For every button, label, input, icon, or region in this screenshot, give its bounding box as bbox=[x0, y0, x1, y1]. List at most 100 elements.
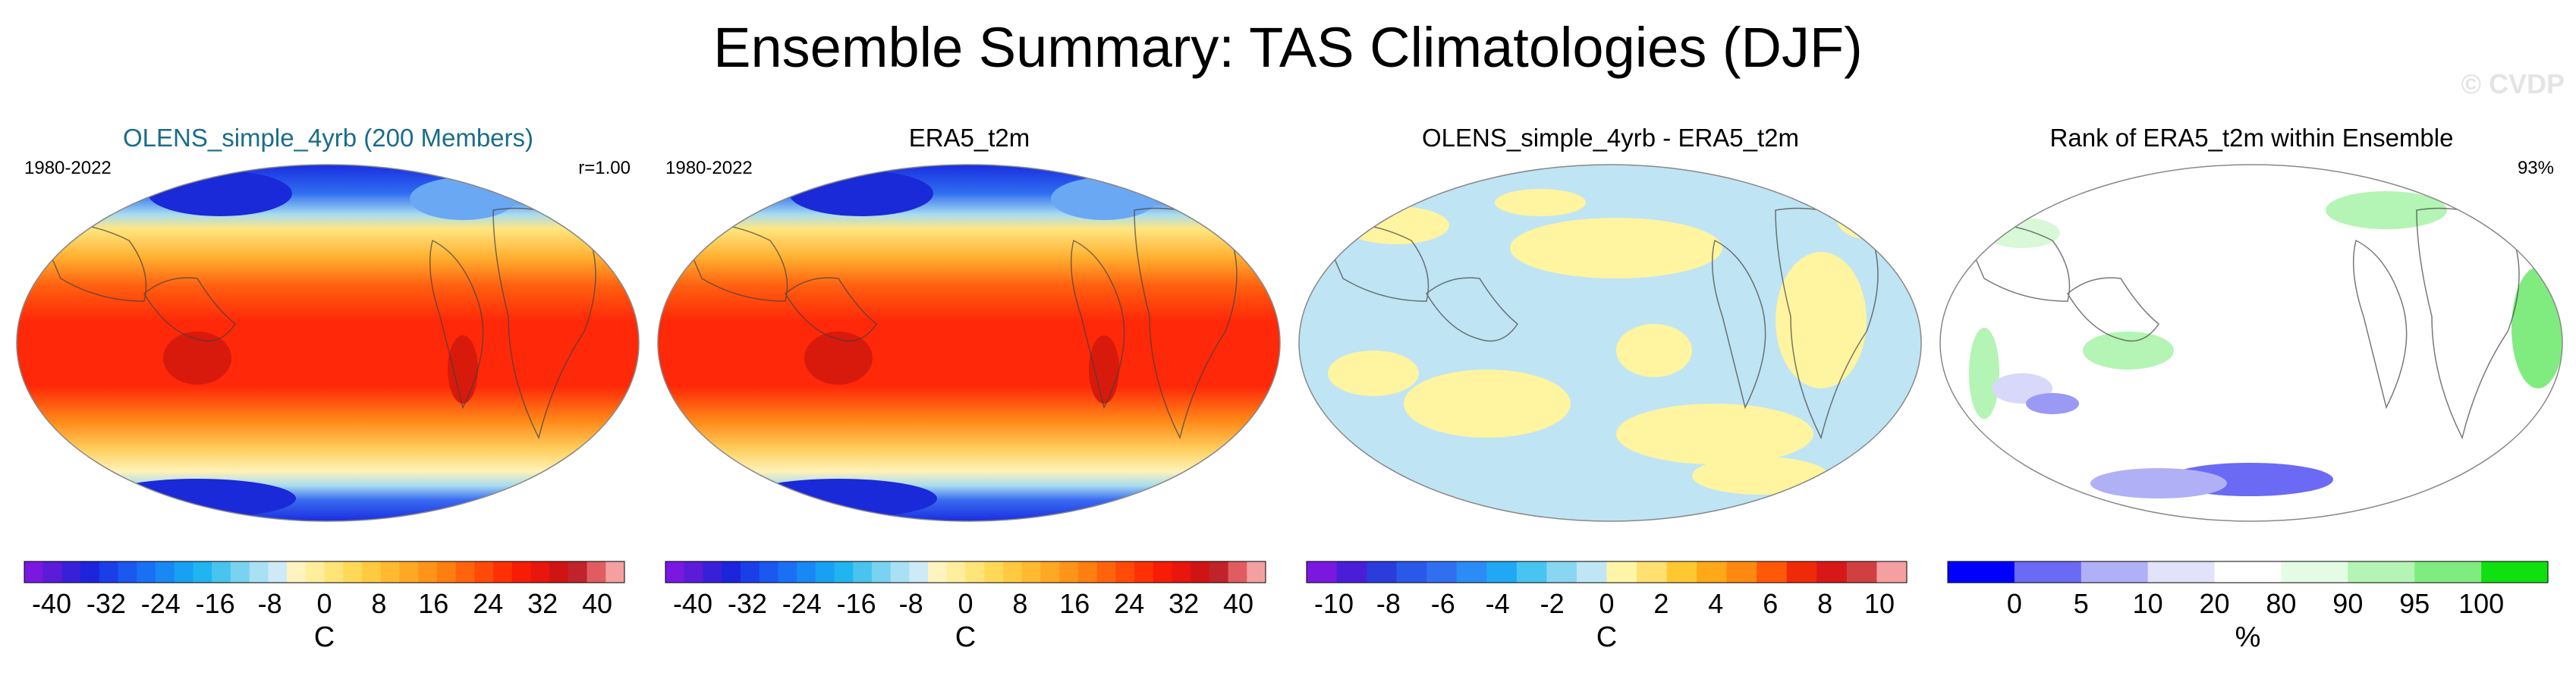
high-rank-region bbox=[1969, 328, 1999, 419]
colorbar-tick-label: 32 bbox=[1168, 588, 1199, 619]
colorbar-swatch bbox=[890, 561, 910, 583]
colorbar-swatch bbox=[703, 561, 722, 583]
panel-difference: OLENS_simple_4yrb - ERA5_t2m -10 -8 -6 -4 -2… bbox=[1290, 114, 1931, 675]
colorbar-tick-label: 24 bbox=[473, 588, 503, 619]
colorbar-swatch bbox=[1546, 561, 1577, 583]
colorbar-swatch bbox=[587, 561, 606, 583]
colorbar-outline bbox=[24, 561, 625, 583]
positive-difference-region bbox=[1404, 369, 1571, 438]
colorbar-swatch bbox=[530, 561, 550, 583]
colorbar-swatch bbox=[1606, 561, 1637, 583]
colorbar-tick-label: 0 bbox=[316, 588, 332, 619]
colorbar-tick-label: -4 bbox=[1486, 588, 1510, 619]
colorbar-unit-label: C bbox=[955, 621, 976, 653]
colorbar-swatch bbox=[230, 561, 250, 583]
colorbar-swatch bbox=[740, 561, 760, 583]
colorbar-outline bbox=[665, 561, 1266, 583]
temperature-colorbar: -40 -32 -24 -16 -8 0 8 16 24 32 40 C bbox=[665, 561, 1266, 653]
colorbar-tick-label: 16 bbox=[1059, 588, 1090, 619]
colorbar-swatch bbox=[684, 561, 703, 583]
colorbar-swatch bbox=[61, 561, 81, 583]
colorbar-tick-label: 90 bbox=[2332, 588, 2363, 619]
colorbar-tick-label: -10 bbox=[1314, 588, 1354, 619]
south-america-hot-region bbox=[1089, 335, 1119, 404]
coastlines bbox=[1319, 207, 1879, 440]
colorbar-tick-label: 40 bbox=[1223, 588, 1253, 619]
colorbar-tick-label: 8 bbox=[1012, 588, 1027, 619]
colorbar-tick-label: 80 bbox=[2266, 588, 2296, 619]
colorbar-swatch bbox=[1786, 561, 1817, 583]
colorbar-swatch bbox=[137, 561, 156, 583]
colorbar-tick-label: 100 bbox=[2458, 588, 2504, 619]
colorbar-swatch bbox=[24, 561, 44, 583]
panel-title: OLENS_simple_4yrb (200 Members) bbox=[122, 124, 534, 152]
colorbar-swatch bbox=[380, 561, 400, 583]
colorbar-tick-label: 2 bbox=[1653, 588, 1669, 619]
colorbar-swatch bbox=[1697, 561, 1728, 583]
colorbar-tick-label: 6 bbox=[1763, 588, 1778, 619]
australia-hot-region bbox=[163, 332, 231, 385]
colorbar-tick-label: 0 bbox=[1599, 588, 1614, 619]
colorbar-swatch bbox=[834, 561, 854, 583]
colorbar-swatch bbox=[1396, 561, 1427, 583]
colorbar-swatch bbox=[1059, 561, 1079, 583]
colorbar-tick-label: -8 bbox=[1376, 588, 1401, 619]
panel-ensemble-mean: OLENS_simple_4yrb (200 Members) 1980-202… bbox=[8, 114, 649, 675]
map-border bbox=[1298, 164, 1922, 522]
positive-difference-region bbox=[1836, 197, 1897, 239]
colorbar-swatch bbox=[946, 561, 966, 583]
panel-period-label: 1980-2022 bbox=[665, 158, 753, 178]
colorbar-swatch bbox=[2481, 561, 2549, 583]
era5-map bbox=[657, 164, 1281, 522]
colorbar-swatch bbox=[492, 561, 513, 583]
colorbar-swatch bbox=[436, 561, 457, 583]
positive-difference-region bbox=[1616, 324, 1692, 377]
antarctic-cold-region bbox=[99, 479, 296, 518]
colorbar-swatch bbox=[511, 561, 531, 583]
colorbar-swatch bbox=[1336, 561, 1367, 583]
colorbar-swatch bbox=[1816, 561, 1848, 583]
colorbar-outline bbox=[1306, 561, 1908, 583]
colorbar-swatch bbox=[1209, 561, 1229, 583]
colorbar-outline bbox=[1947, 561, 2549, 583]
colorbar-swatch bbox=[1040, 561, 1060, 583]
figure-title: Ensemble Summary: TAS Climatologies (DJF… bbox=[713, 16, 1863, 79]
colorbar-tick-label: -8 bbox=[258, 588, 282, 619]
colorbar-swatch bbox=[2414, 561, 2482, 583]
panel-title: Rank of ERA5_t2m within Ensemble bbox=[2049, 124, 2454, 152]
colorbar-tick-label: 16 bbox=[418, 588, 448, 619]
colorbar-swatch bbox=[1190, 561, 1210, 583]
colorbar-swatch bbox=[2348, 561, 2415, 583]
colorbar-tick-label: -8 bbox=[899, 588, 923, 619]
colorbar-swatch bbox=[1666, 561, 1697, 583]
colorbar-tick-label: -6 bbox=[1431, 588, 1455, 619]
colorbar-swatch bbox=[80, 561, 100, 583]
colorbar-swatch bbox=[853, 561, 873, 583]
colorbar-tick-label: 32 bbox=[527, 588, 558, 619]
low-rank-region bbox=[2026, 393, 2079, 414]
colorbar-swatch bbox=[305, 561, 325, 583]
colorbar-swatch bbox=[418, 561, 438, 583]
greenland-cold-region bbox=[1051, 178, 1157, 220]
colorbar-swatch bbox=[455, 561, 475, 583]
colorbar-swatch bbox=[797, 561, 816, 583]
australia-hot-region bbox=[804, 332, 873, 385]
colorbar-swatch bbox=[2281, 561, 2348, 583]
colorbar-tick-label: 20 bbox=[2200, 588, 2230, 619]
colorbar-swatch bbox=[324, 561, 344, 583]
panel-correlation-label: r=1.00 bbox=[578, 158, 631, 178]
colorbar-swatch bbox=[2147, 561, 2216, 583]
map-border bbox=[1939, 164, 2563, 522]
colorbar-swatch bbox=[549, 561, 569, 583]
colorbar-swatch bbox=[722, 561, 741, 583]
colorbar-swatch bbox=[965, 561, 985, 583]
colorbar-swatch bbox=[1153, 561, 1172, 583]
panel-period-label: 1980-2022 bbox=[24, 158, 112, 178]
colorbar-swatch bbox=[665, 561, 685, 583]
colorbar-tick-label: 0 bbox=[958, 588, 973, 619]
low-rank-region bbox=[2090, 468, 2227, 498]
colorbar-swatch bbox=[1021, 561, 1041, 583]
colorbar-swatch bbox=[1096, 561, 1116, 583]
antarctic-cold-region bbox=[740, 479, 937, 518]
colorbar-tick-label: 0 bbox=[2007, 588, 2022, 619]
